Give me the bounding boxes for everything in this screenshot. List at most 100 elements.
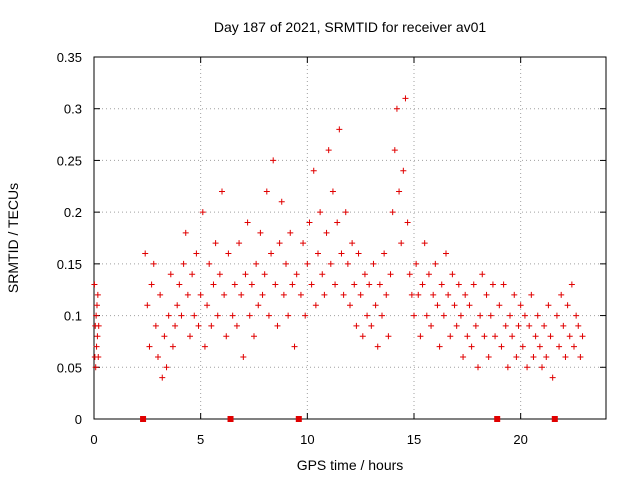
data-point xyxy=(577,353,584,360)
x-tick-label: 20 xyxy=(513,432,527,447)
data-point xyxy=(184,291,191,298)
data-point xyxy=(489,281,496,288)
data-point xyxy=(193,250,200,257)
data-point xyxy=(398,240,405,247)
data-point xyxy=(208,322,215,329)
data-point xyxy=(541,322,548,329)
data-point xyxy=(144,302,151,309)
data-point xyxy=(216,271,223,278)
data-point xyxy=(95,353,102,360)
data-point xyxy=(353,322,360,329)
data-point xyxy=(219,188,225,195)
data-point xyxy=(385,333,392,340)
data-point xyxy=(477,312,484,319)
data-points xyxy=(91,95,586,381)
data-point xyxy=(152,322,159,329)
data-point xyxy=(94,291,101,298)
data-point xyxy=(225,250,232,257)
data-point xyxy=(566,333,573,340)
data-point xyxy=(274,322,281,329)
grid xyxy=(94,57,606,419)
data-point xyxy=(507,312,513,319)
data-point xyxy=(148,281,155,288)
data-point xyxy=(334,219,341,226)
data-point xyxy=(573,312,580,319)
data-point xyxy=(500,281,507,288)
data-point xyxy=(300,240,307,247)
y-tick-label: 0 xyxy=(75,412,82,427)
data-point xyxy=(229,312,236,319)
data-point xyxy=(238,291,245,298)
data-point xyxy=(430,291,437,298)
data-point xyxy=(568,281,575,288)
data-point xyxy=(528,291,535,298)
data-point xyxy=(302,312,309,319)
data-point xyxy=(351,281,358,288)
gap-marker xyxy=(551,416,558,422)
data-point xyxy=(95,322,102,329)
data-point xyxy=(210,281,217,288)
data-point xyxy=(513,353,520,360)
data-point xyxy=(265,312,272,319)
data-point xyxy=(155,353,161,360)
data-point xyxy=(93,302,100,309)
data-point xyxy=(344,260,351,267)
data-point xyxy=(214,312,221,319)
data-point xyxy=(440,312,447,319)
data-point xyxy=(308,281,315,288)
data-point xyxy=(449,271,456,278)
data-point xyxy=(475,364,481,371)
gap-marker xyxy=(295,416,302,422)
data-point xyxy=(340,291,347,298)
data-point xyxy=(187,333,193,340)
data-point xyxy=(536,343,543,350)
data-point xyxy=(167,271,174,278)
data-point xyxy=(310,167,317,174)
data-point xyxy=(483,291,490,298)
data-point xyxy=(204,302,211,309)
data-point xyxy=(357,291,364,298)
data-point xyxy=(496,302,503,309)
data-point xyxy=(142,250,149,257)
data-point xyxy=(389,209,396,216)
data-point xyxy=(447,333,454,340)
data-point xyxy=(257,229,264,236)
data-point xyxy=(272,281,279,288)
data-point xyxy=(479,271,486,278)
data-point xyxy=(332,281,339,288)
data-point xyxy=(379,312,385,319)
data-point xyxy=(178,312,185,319)
data-point xyxy=(509,333,516,340)
data-point xyxy=(562,353,569,360)
data-point xyxy=(519,343,526,350)
x-tick-label: 15 xyxy=(407,432,421,447)
data-point xyxy=(199,209,206,216)
data-point xyxy=(315,250,321,257)
data-point xyxy=(445,291,452,298)
data-point xyxy=(157,291,164,298)
data-point xyxy=(242,271,249,278)
data-point xyxy=(368,322,375,329)
data-point xyxy=(195,322,202,329)
data-point xyxy=(370,260,377,267)
data-point xyxy=(387,271,394,278)
x-tick-label: 5 xyxy=(197,432,204,447)
data-point xyxy=(502,322,509,329)
data-point xyxy=(451,302,458,309)
x-tick-label: 0 xyxy=(90,432,97,447)
data-point xyxy=(438,281,445,288)
data-point xyxy=(325,147,332,154)
data-point xyxy=(579,333,586,340)
gap-marker xyxy=(494,416,501,422)
data-point xyxy=(206,260,213,267)
data-point xyxy=(564,302,571,309)
data-point xyxy=(515,322,522,329)
data-point xyxy=(323,229,330,236)
data-point xyxy=(571,343,577,350)
y-tick-label: 0.35 xyxy=(57,50,82,65)
data-point xyxy=(364,312,371,319)
x-axis-label: GPS time / hours xyxy=(297,457,404,473)
data-point xyxy=(253,260,260,267)
data-point xyxy=(417,333,424,340)
data-point xyxy=(556,343,563,350)
